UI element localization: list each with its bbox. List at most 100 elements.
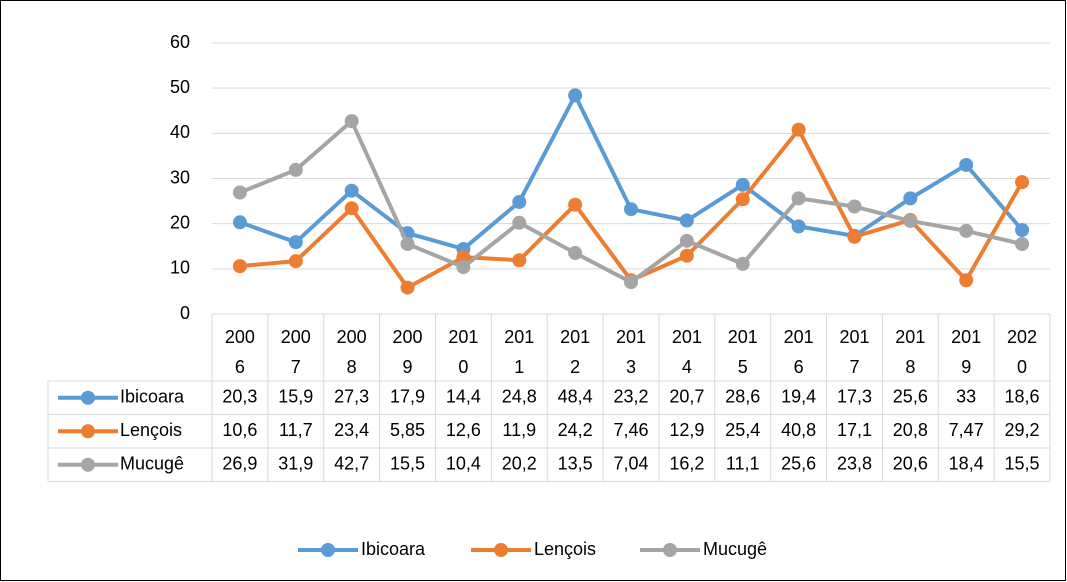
x-tick-label: 200 9 <box>393 327 423 377</box>
data-point <box>735 177 750 192</box>
data-point <box>512 194 527 209</box>
table-cell: 26,9 <box>222 454 257 474</box>
table-cell: 25,6 <box>781 454 816 474</box>
x-tick-label: 201 9 <box>951 327 981 377</box>
table-row-label: Mucugê <box>120 454 184 474</box>
x-tick-label: 202 0 <box>1007 327 1037 377</box>
data-point <box>847 229 862 244</box>
x-tick-label: 200 6 <box>225 327 255 377</box>
data-point <box>512 253 527 268</box>
legend-label: Mucugê <box>703 539 767 559</box>
table-cell: 18,4 <box>949 454 984 474</box>
table-cell: 10,6 <box>222 420 257 440</box>
table-cell: 15,9 <box>278 387 313 407</box>
table-row-label: Lençois <box>120 420 182 440</box>
x-tick-label: 201 0 <box>448 327 478 377</box>
data-point <box>791 191 806 206</box>
x-tick-label: 200 8 <box>337 327 367 377</box>
table-cell: 20,2 <box>502 454 537 474</box>
y-tick-label: 0 <box>180 303 190 323</box>
y-tick-label: 50 <box>170 77 190 97</box>
data-point <box>624 202 638 217</box>
data-point <box>344 114 359 129</box>
data-point <box>624 275 638 290</box>
table-cell: 12,9 <box>669 420 704 440</box>
data-point <box>568 197 583 212</box>
table-cell: 17,3 <box>837 387 872 407</box>
data-point <box>679 233 694 248</box>
y-tick-label: 40 <box>170 122 190 142</box>
y-tick-label: 30 <box>170 167 190 187</box>
legend-key-marker <box>663 543 677 557</box>
data-point <box>791 122 806 137</box>
data-point <box>959 157 974 172</box>
table-cell: 17,9 <box>390 387 425 407</box>
x-tick-label: 200 7 <box>281 327 311 377</box>
data-point <box>400 236 415 251</box>
data-point <box>512 215 527 230</box>
legend-key-marker <box>321 543 335 557</box>
table-cell: 24,2 <box>558 420 593 440</box>
table-cell: 23,2 <box>613 387 648 407</box>
data-point <box>903 213 918 228</box>
data-point <box>288 162 303 177</box>
data-point <box>288 235 303 250</box>
legend-label: Lençois <box>534 539 596 559</box>
y-tick-label: 60 <box>170 32 190 52</box>
table-cell: 20,7 <box>669 387 704 407</box>
data-point <box>400 280 415 295</box>
data-point <box>344 183 359 198</box>
data-point <box>735 256 750 271</box>
data-point <box>735 192 750 207</box>
data-point <box>679 213 694 228</box>
table-cell: 20,6 <box>893 454 928 474</box>
data-point <box>232 185 247 200</box>
table-cell: 23,8 <box>837 454 872 474</box>
table-cell: 19,4 <box>781 387 816 407</box>
data-point <box>903 191 918 206</box>
x-tick-label: 201 2 <box>560 327 590 377</box>
x-tick-label: 201 5 <box>728 327 758 377</box>
table-cell: 15,5 <box>390 454 425 474</box>
table-cell: 25,6 <box>893 387 928 407</box>
legend-label: Ibicoara <box>361 539 426 559</box>
data-point <box>1015 175 1030 190</box>
data-point <box>791 219 806 234</box>
table-cell: 31,9 <box>278 454 313 474</box>
data-point <box>1015 222 1030 237</box>
table-cell: 10,4 <box>446 454 481 474</box>
table-cell: 11,7 <box>279 420 313 440</box>
table-cell: 7,46 <box>613 420 648 440</box>
table-cell: 15,5 <box>1005 454 1040 474</box>
table-cell: 40,8 <box>781 420 816 440</box>
table-cell: 14,4 <box>446 387 481 407</box>
table-cell: 7,47 <box>949 420 984 440</box>
legend-key-marker <box>81 457 95 472</box>
data-point <box>232 259 247 274</box>
table-cell: 20,8 <box>893 420 928 440</box>
table-cell: 48,4 <box>558 387 593 407</box>
table-cell: 20,3 <box>222 387 257 407</box>
table-cell: 12,6 <box>446 420 481 440</box>
table-cell: 16,2 <box>669 454 704 474</box>
x-tick-label: 201 8 <box>895 327 925 377</box>
table-cell: 28,6 <box>725 387 760 407</box>
x-tick-label: 201 3 <box>616 327 646 377</box>
table-cell: 23,4 <box>334 420 369 440</box>
data-point <box>288 254 303 269</box>
x-tick-label: 201 7 <box>839 327 869 377</box>
table-cell: 18,6 <box>1005 387 1040 407</box>
table-cell: 29,2 <box>1005 420 1040 440</box>
table-row-label: Ibicoara <box>120 387 185 407</box>
data-point <box>456 260 471 275</box>
table-cell: 11,1 <box>726 454 760 474</box>
table-cell: 7,04 <box>613 454 648 474</box>
table-cell: 17,1 <box>837 420 872 440</box>
table-cell: 5,85 <box>390 420 425 440</box>
table-cell: 24,8 <box>502 387 537 407</box>
table-cell: 25,4 <box>725 420 760 440</box>
data-point <box>959 273 974 288</box>
legend-key-marker <box>494 543 508 557</box>
